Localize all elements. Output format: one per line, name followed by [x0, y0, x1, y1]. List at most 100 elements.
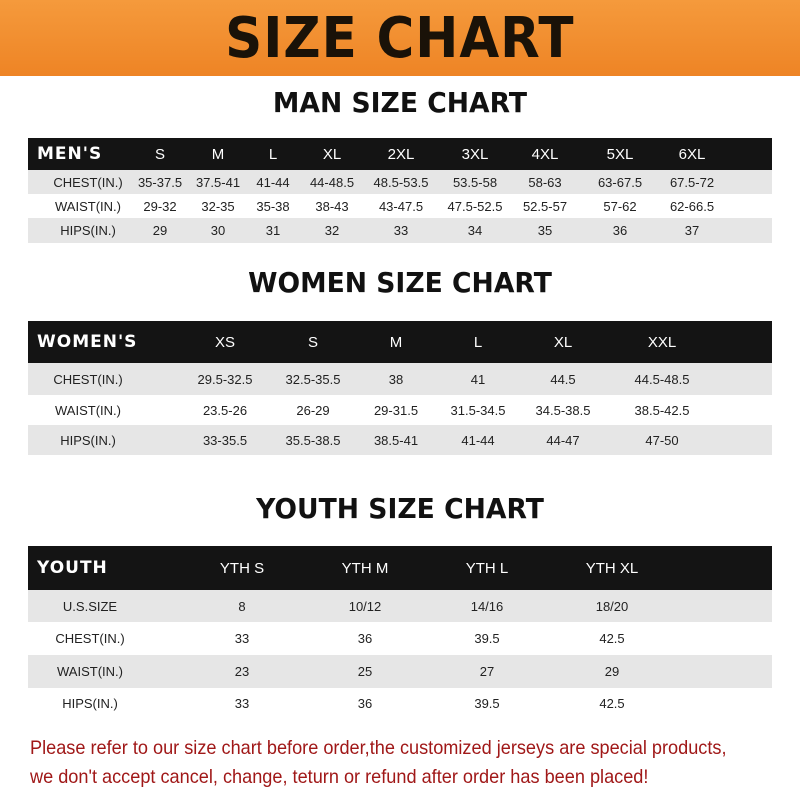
measurement-cell: 30 [210, 223, 226, 238]
measurement-cell: 38.5-42.5 [634, 402, 690, 418]
measurement-cell: 52.5-57 [522, 198, 568, 214]
measurement-cell: 47.5-52.5 [447, 198, 503, 214]
measurement-cell: 37 [684, 223, 700, 238]
row-label: HIPS(IN.) [60, 223, 116, 238]
measurement-cell: 32-35 [201, 198, 235, 214]
table-row: CHEST(IN.) 35-37.5 37.5-41 41-44 44-48.5 48.5… [28, 170, 772, 194]
measurement-cell: 31 [265, 223, 281, 238]
measurement-cell: 67.5-72 [669, 174, 715, 190]
measurement-cell: 53.5-58 [452, 174, 498, 190]
size-header: YTH XL [585, 559, 639, 577]
measurement-cell: 44-48.5 [309, 174, 355, 190]
size-chart-banner: SIZE CHART [0, 0, 800, 76]
size-header: XXL [647, 333, 677, 351]
size-header: 4XL [531, 145, 559, 163]
table-row: WAIST(IN.) 23 25 27 29 [28, 655, 772, 688]
row-label: HIPS(IN.) [62, 695, 118, 711]
table-row: WAIST(IN.) 23.5-26 26-29 29-31.5 31.5-34.5 34… [28, 395, 772, 425]
measurement-cell: 29 [152, 223, 168, 238]
measurement-cell: 33 [234, 695, 250, 711]
youth-header-row: YOUTH YTH S YTH M YTH L YTH XL [28, 546, 772, 590]
table-row: HIPS(IN.) 29 30 31 32 33 34 35 36 37 [28, 218, 772, 243]
measurement-cell: 27 [479, 664, 495, 679]
measurement-cell: 29.5-32.5 [197, 371, 253, 387]
measurement-cell: 33 [234, 631, 250, 646]
table-title-cell: MEN'S [37, 144, 103, 164]
row-label: CHEST(IN.) [53, 174, 123, 190]
measurement-cell: 48.5-53.5 [373, 174, 429, 190]
measurement-cell: 63-67.5 [597, 174, 643, 190]
table-title-cell: YOUTH [37, 558, 108, 578]
size-header: S [154, 145, 166, 163]
measurement-cell: 25 [357, 664, 373, 679]
measurement-cell: 35 [537, 223, 553, 238]
youth-size-table: YOUTH YTH S YTH M YTH L YTH XL U.S.SIZE 8 10/12… [28, 546, 772, 718]
size-header: 6XL [678, 145, 706, 163]
size-header: L [473, 333, 483, 351]
measurement-cell: 23 [234, 664, 250, 679]
measurement-cell: 32 [324, 223, 340, 238]
measurement-cell: 35-37.5 [137, 174, 183, 190]
measurement-cell: 38-43 [315, 198, 349, 214]
measurement-cell: 33-35.5 [202, 432, 248, 448]
table-title-cell: WOMEN'S [37, 332, 138, 352]
table-row: HIPS(IN.) 33-35.5 35.5-38.5 38.5-41 41-44 44-… [28, 425, 772, 455]
measurement-cell: 47-50 [645, 432, 679, 448]
size-header: 5XL [606, 145, 634, 163]
row-label: WAIST(IN.) [55, 402, 121, 418]
youth-chart-title: YOUTH SIZE CHART [256, 492, 544, 525]
women-size-table: WOMEN'S XS S M L XL XXL CHEST(IN.) 29.5-32.5 32.5… [28, 321, 772, 455]
measurement-cell: 42.5 [599, 695, 625, 711]
size-header: M [211, 145, 225, 163]
measurement-cell: 62-66.5 [669, 198, 715, 214]
measurement-cell: 39.5 [474, 631, 500, 646]
measurement-cell: 36 [612, 223, 628, 238]
measurement-cell: 33 [393, 223, 409, 238]
measurement-cell: 31.5-34.5 [450, 402, 506, 418]
measurement-cell: 34 [467, 223, 483, 238]
size-header: YTH S [219, 559, 265, 577]
row-label: CHEST(IN.) [53, 371, 123, 387]
measurement-cell: 58-63 [528, 174, 562, 190]
order-notice: Please refer to our size chart before or… [30, 734, 737, 792]
measurement-cell: 42.5 [599, 631, 625, 646]
banner-title: SIZE CHART [225, 5, 575, 71]
notice-line-1: Please refer to our size chart before or… [30, 737, 727, 759]
size-header: YTH L [465, 559, 509, 577]
notice-line-2: we don't accept cancel, change, teturn o… [30, 766, 649, 788]
row-label: WAIST(IN.) [55, 198, 121, 214]
size-header: 3XL [461, 145, 489, 163]
measurement-cell: 32.5-35.5 [285, 371, 341, 387]
women-chart-title: WOMEN SIZE CHART [248, 266, 552, 299]
table-row: WAIST(IN.) 29-32 32-35 35-38 38-43 43-47.5 47.… [28, 194, 772, 218]
measurement-cell: 8 [238, 598, 246, 614]
measurement-cell: 38.5-41 [373, 432, 419, 448]
row-label: WAIST(IN.) [57, 664, 123, 679]
size-header: XS [214, 333, 236, 351]
measurement-cell: 23.5-26 [202, 402, 248, 418]
measurement-cell: 36 [357, 695, 373, 711]
men-chart-title: MAN SIZE CHART [272, 86, 528, 119]
measurement-cell: 41-44 [461, 432, 495, 448]
table-row: CHEST(IN.) 29.5-32.5 32.5-35.5 38 41 44.5 44.5… [28, 363, 772, 395]
table-row: HIPS(IN.) 33 36 39.5 42.5 [28, 688, 772, 718]
size-header: S [307, 333, 319, 351]
measurement-cell: 18/20 [595, 598, 629, 614]
measurement-cell: 38 [388, 371, 404, 387]
men-header-row: MEN'S S M L XL 2XL 3XL 4XL 5XL 6XL [28, 138, 772, 170]
men-size-table: MEN'S S M L XL 2XL 3XL 4XL 5XL 6XL CHEST(IN.) 35-37… [28, 138, 772, 243]
row-label: U.S.SIZE [62, 598, 118, 614]
table-row: U.S.SIZE 8 10/12 14/16 18/20 [28, 590, 772, 622]
measurement-cell: 44.5-48.5 [634, 371, 690, 387]
measurement-cell: 10/12 [348, 598, 382, 614]
table-row: CHEST(IN.) 33 36 39.5 42.5 [28, 622, 772, 655]
measurement-cell: 29-31.5 [373, 402, 419, 418]
measurement-cell: 41 [470, 371, 486, 387]
women-header-row: WOMEN'S XS S M L XL XXL [28, 321, 772, 363]
size-header: L [268, 145, 278, 163]
measurement-cell: 14/16 [470, 598, 504, 614]
measurement-cell: 26-29 [296, 402, 330, 418]
measurement-cell: 36 [357, 631, 373, 646]
size-header: XL [553, 333, 573, 351]
measurement-cell: 57-62 [603, 198, 637, 214]
